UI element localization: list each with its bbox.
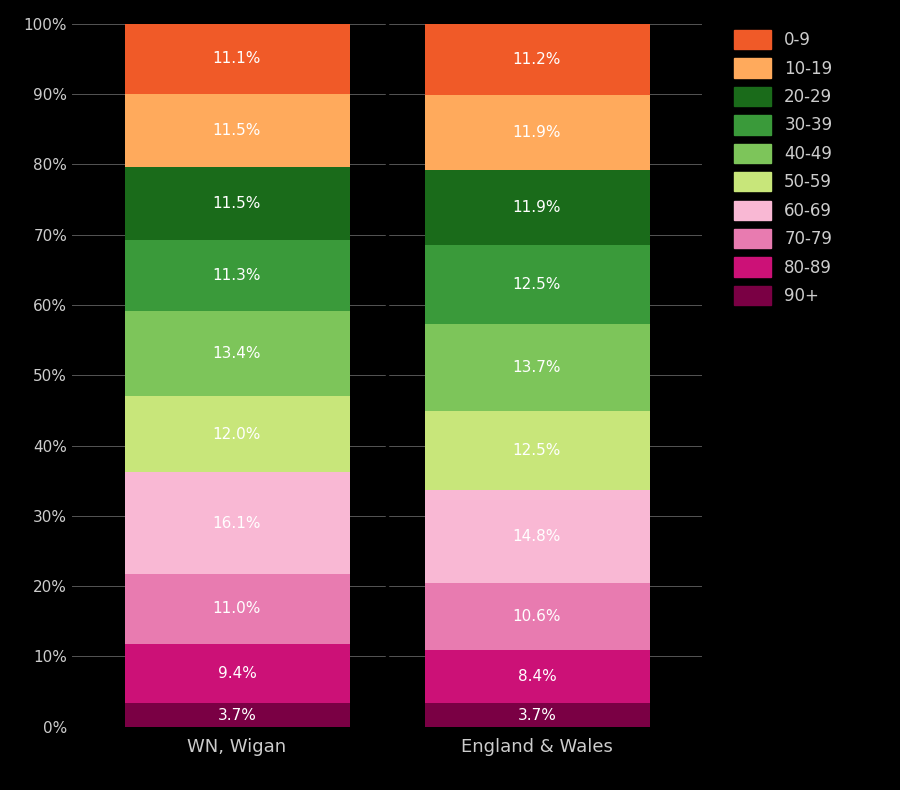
Text: 13.4%: 13.4% (212, 346, 261, 361)
Text: 13.7%: 13.7% (513, 360, 562, 374)
Text: 9.4%: 9.4% (218, 666, 256, 681)
Bar (124, 574, 349, 644)
Text: 11.0%: 11.0% (212, 601, 261, 616)
Bar (425, 583, 650, 650)
Text: 12.5%: 12.5% (513, 442, 562, 457)
Text: 11.5%: 11.5% (212, 196, 261, 211)
Text: 14.8%: 14.8% (513, 529, 562, 544)
Bar (425, 170, 650, 245)
Bar (124, 94, 349, 167)
Text: 11.1%: 11.1% (212, 51, 261, 66)
Text: 3.7%: 3.7% (518, 708, 556, 723)
Bar (124, 167, 349, 239)
Text: 11.3%: 11.3% (212, 268, 261, 283)
Bar (124, 644, 349, 703)
Bar (425, 245, 650, 324)
Bar (425, 24, 650, 95)
Bar (425, 490, 650, 583)
Bar (124, 239, 349, 311)
Bar (124, 396, 349, 472)
Bar (425, 324, 650, 411)
Bar (124, 24, 349, 94)
Text: 12.0%: 12.0% (212, 427, 261, 442)
Legend: 0-9, 10-19, 20-29, 30-39, 40-49, 50-59, 60-69, 70-79, 80-89, 90+: 0-9, 10-19, 20-29, 30-39, 40-49, 50-59, … (729, 25, 837, 310)
Text: 12.5%: 12.5% (513, 277, 562, 292)
Text: 16.1%: 16.1% (212, 516, 261, 531)
Text: 11.2%: 11.2% (513, 51, 562, 66)
Text: 11.9%: 11.9% (513, 125, 562, 140)
Bar (124, 703, 349, 727)
Bar (425, 411, 650, 490)
Bar (124, 472, 349, 574)
Text: 3.7%: 3.7% (218, 708, 256, 723)
Text: 8.4%: 8.4% (518, 669, 556, 684)
Text: 11.9%: 11.9% (513, 200, 562, 215)
Bar (425, 703, 650, 727)
Bar (425, 95, 650, 170)
Bar (124, 311, 349, 396)
Bar (425, 650, 650, 703)
Text: 10.6%: 10.6% (513, 609, 562, 624)
Text: 11.5%: 11.5% (212, 123, 261, 138)
